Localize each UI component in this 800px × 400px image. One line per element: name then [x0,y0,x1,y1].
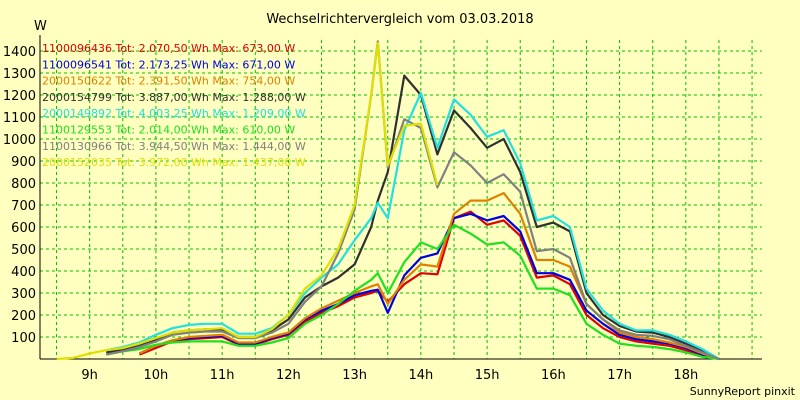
y-tick-label: 100 [11,331,36,346]
grid [40,40,762,359]
y-tick-label: 500 [11,243,36,258]
credit-text: SunnyReport pinxit [690,385,796,398]
y-tick-label: 300 [11,287,36,302]
chart-title: Wechselrichtervergleich vom 03.03.2018 [266,12,533,27]
y-tick-label: 1100 [3,111,36,126]
x-tick-label: 14h [408,368,433,383]
legend-entry-6: 1100130966 Tot: 3.944,50 Wh Max: 1.444,0… [42,140,306,153]
legend-entry-0: 1100096436 Tot: 2.070,50 Wh Max: 673,00 … [42,42,295,55]
x-tick-label: 11h [210,368,235,383]
y-tick-label: 1000 [3,133,36,148]
x-tick-label: 12h [276,368,301,383]
series-line-7 [56,41,439,361]
legend-entry-7: 2000152035 Tot: 3.972,00 Wh Max: 1.437,0… [42,156,306,169]
legend-entry-1: 1100096541 Tot: 2.173,25 Wh Max: 671,00 … [42,58,295,71]
legend-entry-5: 1100129553 Tot: 2.014,00 Wh Max: 610,00 … [42,124,295,137]
legend-entry-4: 2000149892 Tot: 4.003,25 Wh Max: 1.209,0… [42,107,306,120]
series-line-2 [138,192,720,361]
x-tick-label: 9h [81,368,98,383]
x-tick-label: 17h [607,368,632,383]
y-tick-label: 700 [11,199,36,214]
legend-entry-2: 2000150622 Tot: 2.391,50 Wh Max: 754,00 … [42,75,295,88]
legend-entry-3: 2000154799 Tot: 3.887,00 Wh Max: 1.288,0… [42,91,306,104]
x-tick-label: 15h [475,368,500,383]
y-tick-label: 200 [11,309,36,324]
x-tick-label: 18h [673,368,698,383]
x-tick-label: 10h [144,368,169,383]
x-tick-label: 13h [342,368,367,383]
y-tick-label: 900 [11,155,36,170]
y-axis-label: W [34,19,47,34]
series-line-6 [105,40,720,361]
series-lines [56,40,720,361]
y-tick-label: 400 [11,265,36,280]
y-tick-label: 1300 [3,67,36,82]
legend: 1100096436 Tot: 2.070,50 Wh Max: 673,00 … [42,42,306,169]
x-tick-label: 16h [541,368,566,383]
y-tick-label: 600 [11,221,36,236]
axes: 100 200 300 400 500 600 700 800 900 1000 1100 1200 1… [3,35,762,383]
y-tick-label: 800 [11,177,36,192]
y-tick-label: 1400 [3,45,36,60]
series-line-5 [105,223,720,361]
series-line-4 [105,91,720,360]
y-tick-label: 1200 [3,89,36,104]
